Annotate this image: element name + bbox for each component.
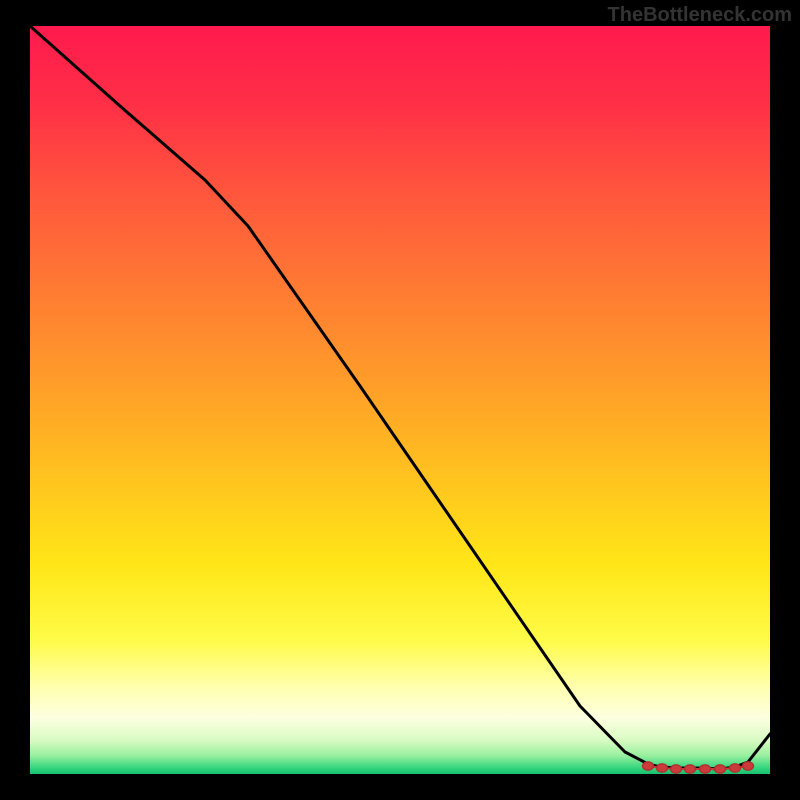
chart-marker: [730, 764, 741, 772]
chart-marker: [643, 762, 654, 770]
chart-marker: [715, 765, 726, 773]
chart-plot-area: [30, 26, 770, 774]
chart-marker: [743, 762, 754, 770]
chart-marker: [700, 765, 711, 773]
chart-marker: [671, 765, 682, 773]
chart-marker: [657, 764, 668, 772]
chart-marker: [685, 765, 696, 773]
bottleneck-chart: [0, 0, 800, 800]
chart-container: TheBottleneck.com: [0, 0, 800, 800]
